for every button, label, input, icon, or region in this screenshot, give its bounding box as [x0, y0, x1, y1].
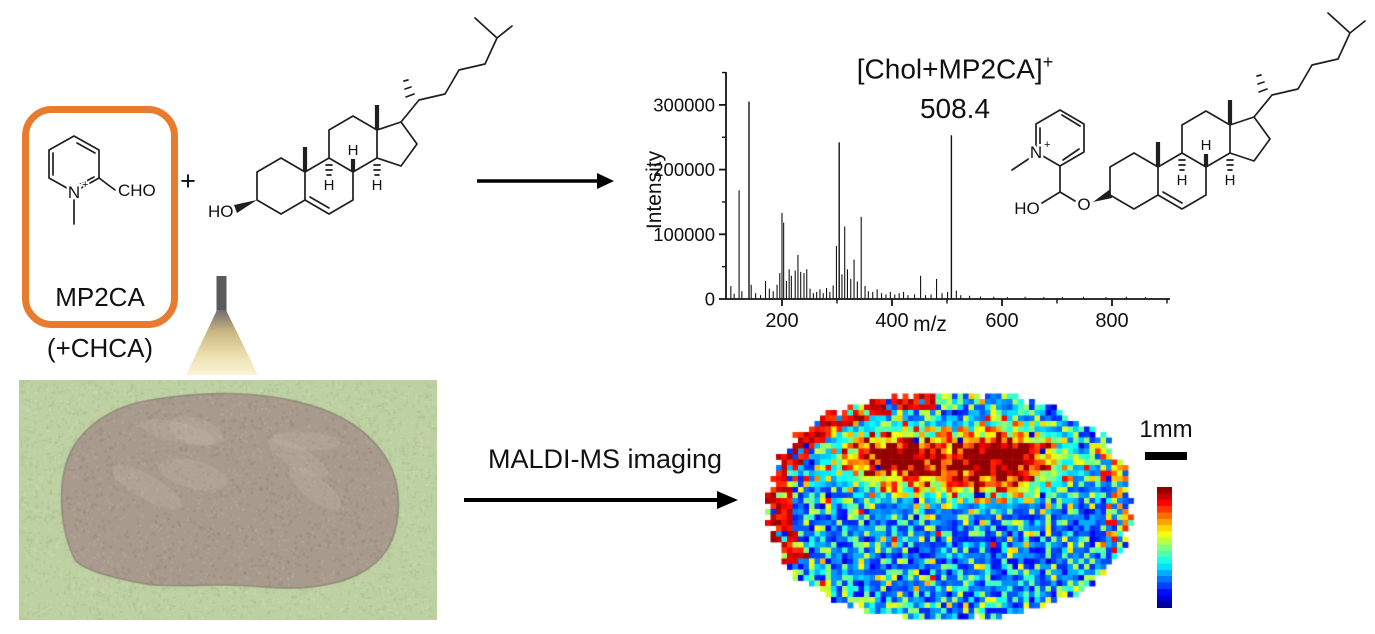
atom-label-n-charge: + [1044, 139, 1050, 151]
axis-tick-label: 300000 [653, 94, 715, 115]
atom-label-n-charge: + [82, 179, 88, 191]
atom-label-ho: HO [208, 202, 234, 221]
mp2ca-structure: N + CHO [48, 135, 158, 225]
axis-tick-label: 100000 [653, 224, 715, 245]
colorbar [1157, 487, 1172, 608]
ion-charge: + [1042, 52, 1054, 72]
spectrum-annotation-ion: [Chol+MP2CA]+ [830, 52, 1080, 85]
spectrum-annotation-mz: 508.4 [919, 93, 991, 124]
atom-label-o: O [1077, 195, 1090, 214]
chca-label: (+CHCA) [46, 333, 154, 363]
axis-tick-label: 400 [875, 310, 908, 332]
axis-tick-label: 200 [765, 310, 798, 332]
spectrum-y-axis-label: Intensity [643, 150, 666, 230]
atom-label-ho: HO [1014, 199, 1040, 218]
axis-tick-label: 800 [1095, 310, 1128, 332]
scale-bar [1145, 452, 1187, 460]
maldi-ion-image [765, 388, 1135, 623]
axis-tick-label: 600 [985, 310, 1018, 332]
scale-bar-label: 1mm [1139, 416, 1193, 443]
mp2ca-label: MP2CA [55, 282, 145, 312]
axis-tick-label: 200000 [653, 159, 715, 180]
spectrum-x-axis-label: m/z [913, 313, 947, 336]
tissue-optical-image [19, 380, 437, 620]
atom-label-n: N [1030, 143, 1042, 162]
plus-sign: + [180, 166, 196, 196]
maldi-imaging-arrow [464, 491, 738, 509]
cholesterol-structure: H H H HO [206, 0, 520, 224]
product-structure: N + HO O [1011, 0, 1375, 221]
matrix-spray-icon [186, 276, 258, 375]
reaction-arrow [477, 173, 614, 189]
maldi-imaging-label: MALDI-MS imaging [487, 444, 723, 474]
ion-formula: [Chol+MP2CA] [856, 53, 1043, 85]
atom-label-cho: CHO [118, 181, 156, 200]
axis-tick-label: 0 [705, 289, 715, 310]
mp2ca-box [22, 106, 178, 328]
atom-label-n: N [68, 183, 80, 202]
spectrum-plot: 0 100000 200000 300000 200 400 600 800 [653, 71, 1170, 332]
